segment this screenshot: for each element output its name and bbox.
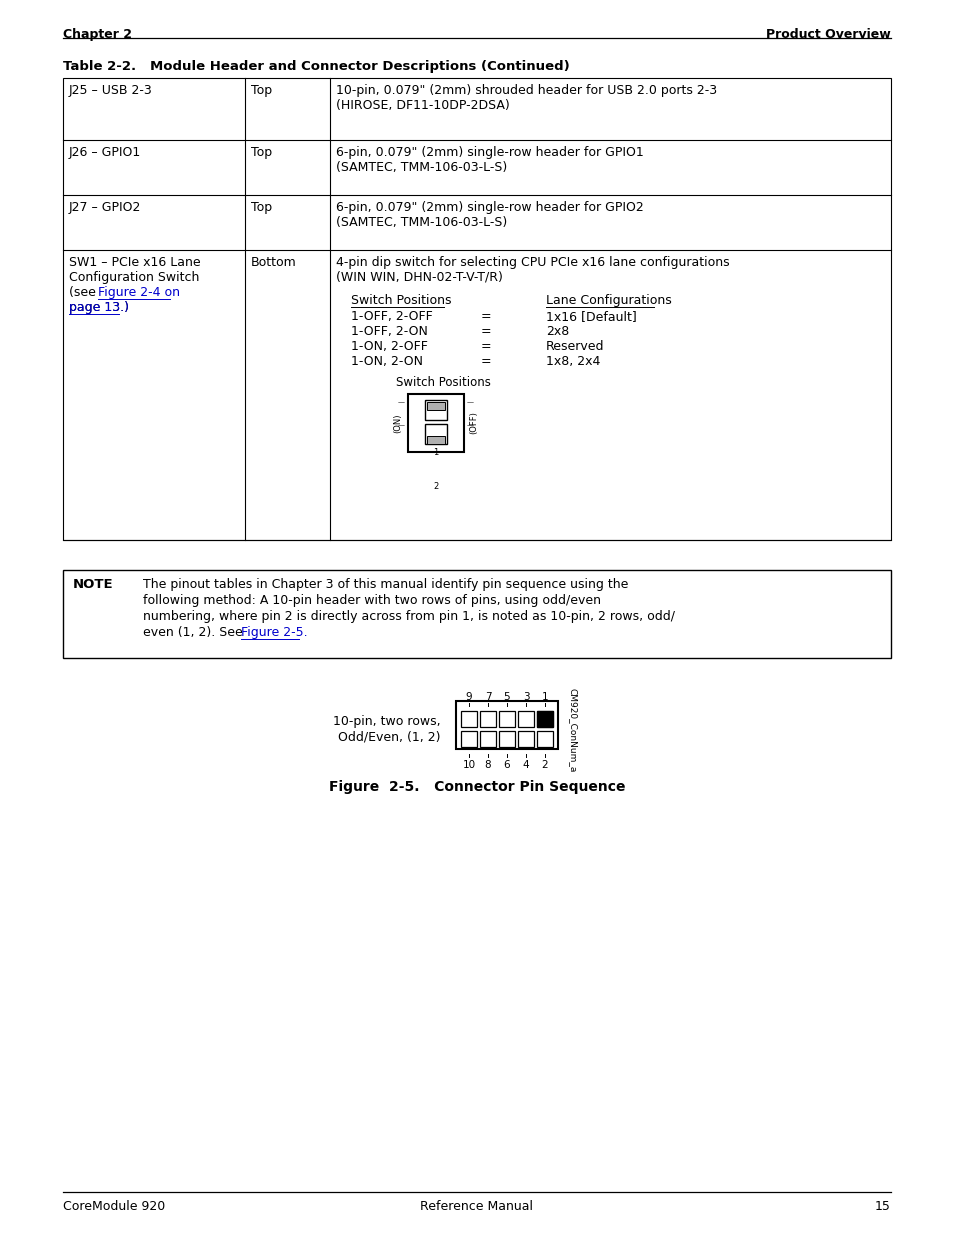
Text: 1x8, 2x4: 1x8, 2x4 bbox=[545, 354, 599, 368]
Text: 1: 1 bbox=[433, 448, 438, 457]
Text: —: — bbox=[467, 422, 474, 429]
Text: (OFF): (OFF) bbox=[469, 411, 478, 435]
Text: 10-pin, 0.079" (2mm) shrouded header for USB 2.0 ports 2-3: 10-pin, 0.079" (2mm) shrouded header for… bbox=[335, 84, 717, 98]
Text: numbering, where pin 2 is directly across from pin 1, is noted as 10-pin, 2 rows: numbering, where pin 2 is directly acros… bbox=[143, 610, 675, 622]
Text: 4-pin dip switch for selecting CPU PCIe x16 lane configurations: 4-pin dip switch for selecting CPU PCIe … bbox=[335, 256, 729, 269]
Text: 6-pin, 0.079" (2mm) single-row header for GPIO2: 6-pin, 0.079" (2mm) single-row header fo… bbox=[335, 201, 643, 214]
Bar bbox=[408, 394, 463, 452]
Text: 2x8: 2x8 bbox=[545, 325, 569, 338]
Bar bbox=[498, 711, 515, 727]
Bar bbox=[456, 701, 558, 748]
Text: =: = bbox=[480, 325, 491, 338]
Bar bbox=[517, 731, 534, 747]
Text: Configuration Switch: Configuration Switch bbox=[69, 270, 199, 284]
Text: 2: 2 bbox=[541, 760, 548, 769]
Bar bbox=[479, 731, 496, 747]
Text: J26 – GPIO1: J26 – GPIO1 bbox=[69, 146, 141, 159]
Text: Chapter 2: Chapter 2 bbox=[63, 28, 132, 41]
Text: 10-pin, two rows,: 10-pin, two rows, bbox=[333, 715, 440, 727]
Text: 1-OFF, 2-ON: 1-OFF, 2-ON bbox=[351, 325, 428, 338]
Text: 6-pin, 0.079" (2mm) single-row header for GPIO1: 6-pin, 0.079" (2mm) single-row header fo… bbox=[335, 146, 643, 159]
Text: page 13.): page 13.) bbox=[69, 301, 129, 314]
Text: Product Overview: Product Overview bbox=[765, 28, 890, 41]
Bar bbox=[537, 711, 553, 727]
Text: 1-ON, 2-ON: 1-ON, 2-ON bbox=[351, 354, 422, 368]
Text: 7: 7 bbox=[484, 692, 491, 701]
Bar bbox=[517, 711, 534, 727]
Text: (WIN WIN, DHN-02-T-V-T/R): (WIN WIN, DHN-02-T-V-T/R) bbox=[335, 270, 502, 284]
Text: Top: Top bbox=[251, 201, 272, 214]
Text: Reference Manual: Reference Manual bbox=[420, 1200, 533, 1213]
Bar bbox=[427, 436, 444, 445]
Text: 3: 3 bbox=[522, 692, 529, 701]
Text: The pinout tables in Chapter 3 of this manual identify pin sequence using the: The pinout tables in Chapter 3 of this m… bbox=[143, 578, 628, 592]
Bar bbox=[460, 731, 476, 747]
Text: 2: 2 bbox=[433, 482, 438, 492]
Bar bbox=[537, 731, 553, 747]
Text: =: = bbox=[480, 310, 491, 324]
Text: 1x16 [Default]: 1x16 [Default] bbox=[545, 310, 636, 324]
Text: 9: 9 bbox=[465, 692, 472, 701]
Text: Lane Configurations: Lane Configurations bbox=[545, 294, 671, 308]
Text: 15: 15 bbox=[874, 1200, 890, 1213]
Text: Bottom: Bottom bbox=[251, 256, 296, 269]
Text: =: = bbox=[480, 340, 491, 353]
Text: even (1, 2). See: even (1, 2). See bbox=[143, 626, 247, 638]
Bar bbox=[63, 78, 890, 540]
Text: CoreModule 920: CoreModule 920 bbox=[63, 1200, 165, 1213]
Text: —: — bbox=[397, 422, 405, 429]
Text: Odd/Even, (1, 2): Odd/Even, (1, 2) bbox=[338, 731, 440, 743]
Text: Switch Positions: Switch Positions bbox=[395, 375, 491, 389]
Text: Reserved: Reserved bbox=[545, 340, 604, 353]
Bar bbox=[479, 711, 496, 727]
Text: 6: 6 bbox=[503, 760, 510, 769]
Text: —: — bbox=[397, 399, 405, 405]
Text: Top: Top bbox=[251, 146, 272, 159]
Text: (ON): (ON) bbox=[393, 414, 402, 432]
Bar bbox=[460, 711, 476, 727]
Bar bbox=[424, 424, 447, 445]
Text: (SAMTEC, TMM-106-03-L-S): (SAMTEC, TMM-106-03-L-S) bbox=[335, 216, 507, 228]
Text: =: = bbox=[480, 354, 491, 368]
Text: Switch Positions: Switch Positions bbox=[351, 294, 451, 308]
Text: SW1 – PCIe x16 Lane: SW1 – PCIe x16 Lane bbox=[69, 256, 200, 269]
Text: Figure 2-5.: Figure 2-5. bbox=[241, 626, 307, 638]
Text: —: — bbox=[467, 399, 474, 405]
Text: page 13.): page 13.) bbox=[69, 301, 129, 314]
Text: 1-ON, 2-OFF: 1-ON, 2-OFF bbox=[351, 340, 428, 353]
Bar bbox=[537, 711, 553, 727]
Text: 5: 5 bbox=[503, 692, 510, 701]
Text: (HIROSE, DF11-10DP-2DSA): (HIROSE, DF11-10DP-2DSA) bbox=[335, 99, 509, 112]
Bar bbox=[427, 403, 444, 410]
Text: Top: Top bbox=[251, 84, 272, 98]
Text: (see: (see bbox=[69, 287, 100, 299]
Text: J27 – GPIO2: J27 – GPIO2 bbox=[69, 201, 141, 214]
Text: following method: A 10-pin header with two rows of pins, using odd/even: following method: A 10-pin header with t… bbox=[143, 594, 600, 606]
Text: 8: 8 bbox=[484, 760, 491, 769]
Text: Figure  2-5.   Connector Pin Sequence: Figure 2-5. Connector Pin Sequence bbox=[329, 781, 624, 794]
Text: NOTE: NOTE bbox=[73, 578, 113, 592]
Text: J25 – USB 2-3: J25 – USB 2-3 bbox=[69, 84, 152, 98]
Text: 4: 4 bbox=[522, 760, 529, 769]
Bar bbox=[424, 400, 447, 420]
Bar bbox=[63, 571, 890, 658]
Bar bbox=[498, 731, 515, 747]
Text: Figure 2-4 on: Figure 2-4 on bbox=[98, 287, 180, 299]
Text: 10: 10 bbox=[462, 760, 475, 769]
Text: 1: 1 bbox=[541, 692, 548, 701]
Text: (SAMTEC, TMM-106-03-L-S): (SAMTEC, TMM-106-03-L-S) bbox=[335, 161, 507, 174]
Text: 1-OFF, 2-OFF: 1-OFF, 2-OFF bbox=[351, 310, 433, 324]
Text: CM920_ConNum_a: CM920_ConNum_a bbox=[567, 688, 577, 772]
Text: Table 2-2.   Module Header and Connector Descriptions (Continued): Table 2-2. Module Header and Connector D… bbox=[63, 61, 569, 73]
